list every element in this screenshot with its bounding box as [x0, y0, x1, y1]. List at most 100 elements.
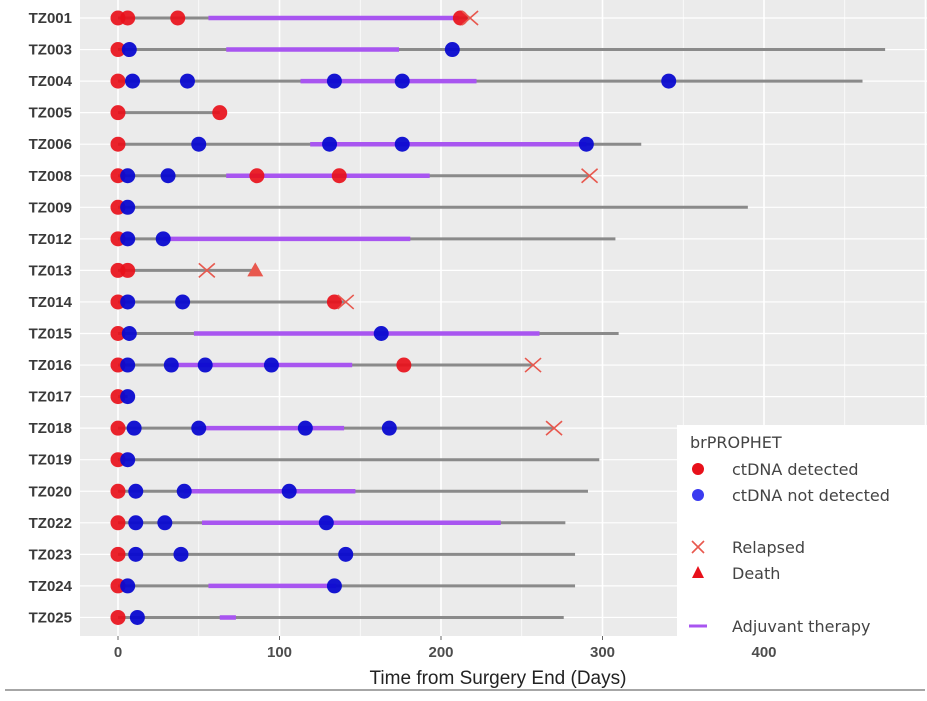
- ctdna-detected-point: [170, 10, 186, 26]
- y-label-TZ018: TZ018: [29, 420, 72, 437]
- patient-row-TZ003: [110, 42, 886, 58]
- ctdna-detected-point: [326, 294, 342, 310]
- y-label-TZ001: TZ001: [29, 10, 72, 27]
- ctdna-not-detected-point: [163, 357, 179, 373]
- y-label-TZ014: TZ014: [29, 294, 73, 311]
- ctdna-not-detected-point: [128, 515, 144, 531]
- ctdna-not-detected-point: [126, 420, 142, 436]
- y-label-TZ005: TZ005: [29, 105, 72, 122]
- y-label-TZ019: TZ019: [29, 452, 72, 469]
- y-label-TZ022: TZ022: [29, 515, 72, 532]
- ctdna-not-detected-point: [381, 420, 397, 436]
- patient-row-TZ024: [110, 578, 576, 594]
- y-label-TZ009: TZ009: [29, 199, 72, 216]
- legend-not-detected-icon: [692, 489, 704, 501]
- ctdna-not-detected-point: [281, 483, 297, 499]
- relapse-marker: [198, 262, 216, 279]
- ctdna-not-detected-point: [191, 420, 207, 436]
- patient-row-TZ018: [110, 420, 563, 436]
- y-label-TZ006: TZ006: [29, 136, 72, 153]
- relapse-marker: [581, 168, 599, 184]
- y-label-TZ004: TZ004: [29, 73, 73, 90]
- y-axis-labels: TZ001 TZ003 TZ004 TZ005 TZ006 TZ008 TZ009 TZ012…: [29, 10, 73, 626]
- ctdna-detected-point: [110, 609, 126, 625]
- ctdna-not-detected-point: [128, 483, 144, 499]
- relapse-marker: [461, 10, 479, 26]
- patient-rows: [110, 10, 886, 625]
- ctdna-not-detected-point: [318, 515, 334, 531]
- ctdna-not-detected-point: [120, 294, 136, 310]
- ctdna-detected-point: [110, 73, 126, 89]
- patient-row-TZ009: [110, 199, 748, 215]
- patient-row-TZ008: [110, 168, 599, 184]
- ctdna-not-detected-point: [578, 136, 594, 152]
- ctdna-not-detected-point: [120, 168, 136, 184]
- ctdna-not-detected-point: [322, 136, 338, 152]
- x-tick-label: 100: [267, 644, 292, 661]
- ctdna-not-detected-point: [444, 42, 460, 58]
- ctdna-not-detected-point: [179, 73, 195, 89]
- patient-row-TZ004: [110, 73, 863, 89]
- y-label-TZ023: TZ023: [29, 546, 72, 563]
- ctdna-not-detected-point: [197, 357, 213, 373]
- ctdna-not-detected-point: [155, 231, 171, 247]
- ctdna-detected-point: [110, 546, 126, 562]
- legend-label: Adjuvant therapy: [732, 617, 870, 636]
- patient-row-TZ019: [110, 452, 600, 468]
- patient-row-TZ020: [110, 483, 588, 499]
- patient-row-TZ005: [110, 105, 228, 121]
- x-tick-label: 400: [751, 644, 776, 661]
- death-marker: [247, 262, 264, 277]
- x-tick-label: 200: [428, 644, 453, 661]
- ctdna-detected-point: [110, 42, 126, 58]
- y-label-TZ017: TZ017: [29, 389, 72, 406]
- x-tick-label: 300: [590, 644, 615, 661]
- ctdna-not-detected-point: [120, 231, 136, 247]
- ctdna-detected-point: [452, 10, 468, 26]
- legend-label: ctDNA not detected: [732, 486, 890, 505]
- y-label-TZ024: TZ024: [29, 578, 73, 595]
- ctdna-not-detected-point: [297, 420, 313, 436]
- legend-title: brPROPHET: [690, 433, 782, 452]
- y-label-TZ025: TZ025: [29, 609, 72, 626]
- y-label-TZ015: TZ015: [29, 326, 72, 343]
- patient-row-TZ012: [110, 231, 616, 247]
- ctdna-detected-point: [110, 105, 126, 121]
- ctdna-not-detected-point: [128, 546, 144, 562]
- ctdna-not-detected-point: [373, 326, 389, 341]
- relapse-marker: [524, 357, 542, 373]
- ctdna-not-detected-point: [173, 546, 189, 562]
- legend-label: Death: [732, 564, 780, 583]
- patient-row-TZ001: [110, 10, 479, 26]
- ctdna-detected-point: [249, 168, 265, 184]
- ctdna-detected-point: [396, 357, 412, 373]
- legend-death-icon: [692, 566, 704, 578]
- ctdna-detected-point: [212, 105, 228, 121]
- ctdna-not-detected-point: [160, 168, 176, 184]
- legend-box: [677, 425, 927, 640]
- ctdna-not-detected-point: [263, 357, 279, 373]
- patient-row-TZ015: [110, 326, 619, 341]
- ctdna-not-detected-point: [338, 546, 354, 562]
- ctdna-not-detected-point: [326, 578, 342, 594]
- relapse-marker: [337, 294, 355, 310]
- legend-relapse-icon: [691, 540, 705, 554]
- ctdna-not-detected-point: [120, 357, 136, 373]
- ctdna-not-detected-point: [120, 199, 136, 215]
- ctdna-not-detected-point: [120, 389, 136, 405]
- y-label-TZ016: TZ016: [29, 357, 72, 374]
- legend-detected-icon: [692, 463, 704, 475]
- y-label-TZ003: TZ003: [29, 42, 72, 59]
- y-label-TZ008: TZ008: [29, 168, 72, 185]
- legend-label: Relapsed: [732, 538, 805, 557]
- relapse-marker: [545, 420, 563, 436]
- patient-row-TZ016: [110, 357, 542, 373]
- ctdna-not-detected-point: [394, 73, 410, 89]
- y-label-TZ012: TZ012: [29, 231, 72, 248]
- ctdna-not-detected-point: [661, 73, 677, 89]
- ctdna-not-detected-point: [121, 326, 137, 341]
- ctdna-detected-point: [110, 483, 126, 499]
- ctdna-detected-point: [120, 262, 136, 278]
- ctdna-detected-point: [110, 326, 126, 341]
